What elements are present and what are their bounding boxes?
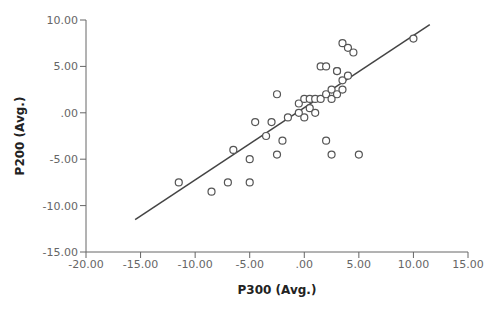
svg-text:-10.00: -10.00 [43, 200, 78, 213]
svg-text:-5.00: -5.00 [235, 258, 263, 271]
svg-text:P200 (Avg.): P200 (Avg.) [13, 97, 27, 176]
svg-text:P300 (Avg.): P300 (Avg.) [238, 283, 317, 297]
svg-text:10.00: 10.00 [398, 258, 430, 271]
svg-text:-20.00: -20.00 [68, 258, 103, 271]
svg-text:-10.00: -10.00 [177, 258, 212, 271]
svg-text:-15.00: -15.00 [43, 246, 78, 259]
svg-text:15.00: 15.00 [452, 258, 484, 271]
svg-text:5.00: 5.00 [347, 258, 372, 271]
svg-text:.00: .00 [61, 107, 79, 120]
svg-text:-15.00: -15.00 [123, 258, 158, 271]
svg-text:10.00: 10.00 [47, 14, 79, 27]
svg-text:.00: .00 [296, 258, 314, 271]
svg-text:5.00: 5.00 [54, 60, 79, 73]
svg-text:-5.00: -5.00 [50, 153, 78, 166]
